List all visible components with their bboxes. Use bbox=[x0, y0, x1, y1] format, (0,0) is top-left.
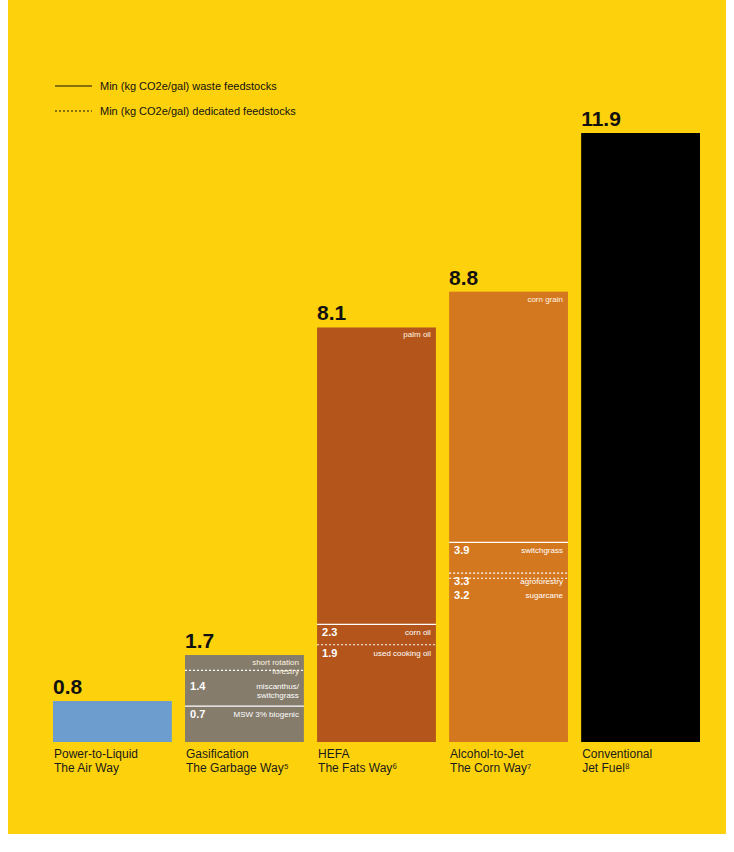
category-label: Alcohol-to-JetThe Corn Way⁷ bbox=[450, 747, 531, 775]
category-label-line: The Garbage Way⁵ bbox=[186, 761, 289, 775]
value-label: 8.1 bbox=[317, 301, 347, 324]
bar bbox=[53, 701, 172, 742]
feedstock-value: 3.9 bbox=[454, 544, 469, 556]
category-label-line: The Corn Way⁷ bbox=[450, 761, 531, 775]
feedstock-label-line: used cooking oil bbox=[374, 649, 432, 658]
feedstock-line bbox=[185, 706, 304, 707]
category-label: Power-to-LiquidThe Air Way bbox=[54, 747, 138, 775]
feedstock-label: miscanthus/switchgrass bbox=[256, 682, 299, 700]
top-label-line: palm oil bbox=[403, 330, 431, 339]
category-label-line: The Air Way bbox=[54, 761, 119, 775]
feedstock-value: 1.9 bbox=[322, 647, 337, 659]
x-axis: Power-to-LiquidThe Air WayGasificationTh… bbox=[54, 747, 652, 775]
legend-label: Min (kg CO2e/gal) dedicated feedstocks bbox=[100, 105, 296, 117]
feedstock-label-line: miscanthus/ bbox=[256, 682, 299, 691]
feedstock-value: 3.2 bbox=[454, 589, 469, 601]
feedstock-label-line: corn oil bbox=[405, 628, 431, 637]
top-label-line: forestry bbox=[272, 667, 299, 676]
category-label-line: HEFA bbox=[318, 747, 349, 761]
labels: 0.8 1.7 short rotationforestry 1.4 miscanthu… bbox=[53, 107, 621, 720]
category-label-line: Conventional bbox=[582, 747, 652, 761]
category-label-line: The Fats Way⁶ bbox=[318, 761, 397, 775]
feedstock-value: 0.7 bbox=[190, 708, 205, 720]
feedstock-value: 2.3 bbox=[322, 626, 337, 638]
feedstock-line bbox=[317, 644, 436, 645]
feedstock-label: agroforestry bbox=[520, 577, 563, 586]
legend-label: Min (kg CO2e/gal) waste feedstocks bbox=[100, 80, 277, 92]
top-label-line: short rotation bbox=[252, 658, 299, 667]
feedstock-line bbox=[449, 542, 568, 543]
feedstock-label: used cooking oil bbox=[374, 649, 432, 658]
category-label-line: Power-to-Liquid bbox=[54, 747, 138, 761]
feedstock-label-line: MSW 3% biogenic bbox=[234, 710, 299, 719]
top-label-line: corn grain bbox=[527, 295, 563, 304]
bar bbox=[449, 292, 568, 742]
value-label: 8.8 bbox=[449, 266, 479, 289]
marks bbox=[53, 133, 700, 742]
feedstock-value: 3.3 bbox=[454, 575, 469, 587]
category-label-line: Alcohol-to-Jet bbox=[450, 747, 524, 761]
bar bbox=[185, 655, 304, 742]
feedstock-label-line: agroforestry bbox=[520, 577, 563, 586]
feedstock-label-line: switchgrass bbox=[257, 691, 299, 700]
feedstock-label-line: sugarcane bbox=[526, 591, 564, 600]
category-label: GasificationThe Garbage Way⁵ bbox=[186, 747, 289, 775]
top-label: corn grain bbox=[527, 295, 563, 304]
feedstock-label: switchgrass bbox=[521, 546, 563, 555]
feedstock-label-line: switchgrass bbox=[521, 546, 563, 555]
background bbox=[8, 0, 726, 834]
value-label: 0.8 bbox=[53, 675, 83, 698]
feedstock-label: MSW 3% biogenic bbox=[234, 710, 299, 719]
value-label: 11.9 bbox=[581, 107, 621, 130]
legend: Min (kg CO2e/gal) waste feedstocks Min (k… bbox=[55, 80, 296, 117]
legend-line bbox=[55, 110, 92, 111]
category-label-line: Gasification bbox=[186, 747, 249, 761]
feedstock-line bbox=[449, 573, 568, 574]
feedstock-line bbox=[317, 624, 436, 625]
feedstock-label: sugarcane bbox=[526, 591, 564, 600]
category-label: HEFAThe Fats Way⁶ bbox=[318, 747, 397, 775]
feedstock-label: corn oil bbox=[405, 628, 431, 637]
top-label: short rotationforestry bbox=[252, 658, 299, 676]
top-label: palm oil bbox=[403, 330, 431, 339]
category-label-line: Jet Fuel⁸ bbox=[582, 761, 630, 775]
legend-line bbox=[55, 85, 92, 86]
chart: Min (kg CO2e/gal) waste feedstocks Min (k… bbox=[0, 0, 734, 852]
category-label: ConventionalJet Fuel⁸ bbox=[582, 747, 652, 775]
feedstock-value: 1.4 bbox=[190, 680, 206, 692]
bar bbox=[317, 327, 436, 742]
bar bbox=[581, 133, 700, 742]
value-label: 1.7 bbox=[185, 629, 214, 652]
